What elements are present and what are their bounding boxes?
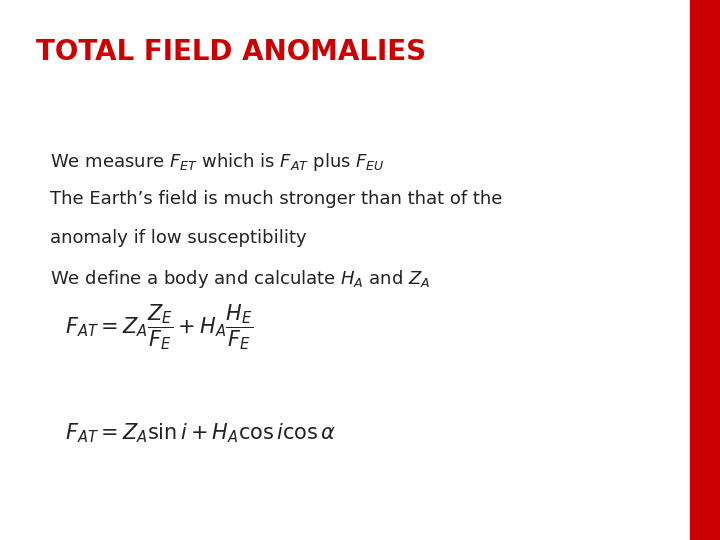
Text: We define a body and calculate $H_A$ and $Z_A$: We define a body and calculate $H_A$ and…	[50, 268, 431, 290]
Text: TOTAL FIELD ANOMALIES: TOTAL FIELD ANOMALIES	[36, 38, 426, 66]
Text: anomaly if low susceptibility: anomaly if low susceptibility	[50, 229, 307, 247]
Text: We measure $F_{ET}$ which is $F_{AT}$ plus $F_{EU}$: We measure $F_{ET}$ which is $F_{AT}$ pl…	[50, 151, 385, 173]
Text: $F_{AT} = Z_A\dfrac{Z_E}{F_E} + H_A\dfrac{H_E}{F_E}$: $F_{AT} = Z_A\dfrac{Z_E}{F_E} + H_A\dfra…	[65, 302, 253, 352]
Text: The Earth’s field is much stronger than that of the: The Earth’s field is much stronger than …	[50, 190, 503, 208]
Text: $F_{AT} = Z_A \sin i + H_A \cos i \cos\alpha$: $F_{AT} = Z_A \sin i + H_A \cos i \cos\a…	[65, 421, 336, 445]
